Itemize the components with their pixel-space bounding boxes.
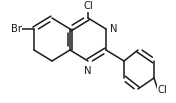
Text: Cl: Cl <box>83 1 93 11</box>
Text: Cl: Cl <box>158 85 168 95</box>
Text: N: N <box>84 66 92 76</box>
Text: Br: Br <box>11 24 21 34</box>
Text: N: N <box>110 24 118 34</box>
